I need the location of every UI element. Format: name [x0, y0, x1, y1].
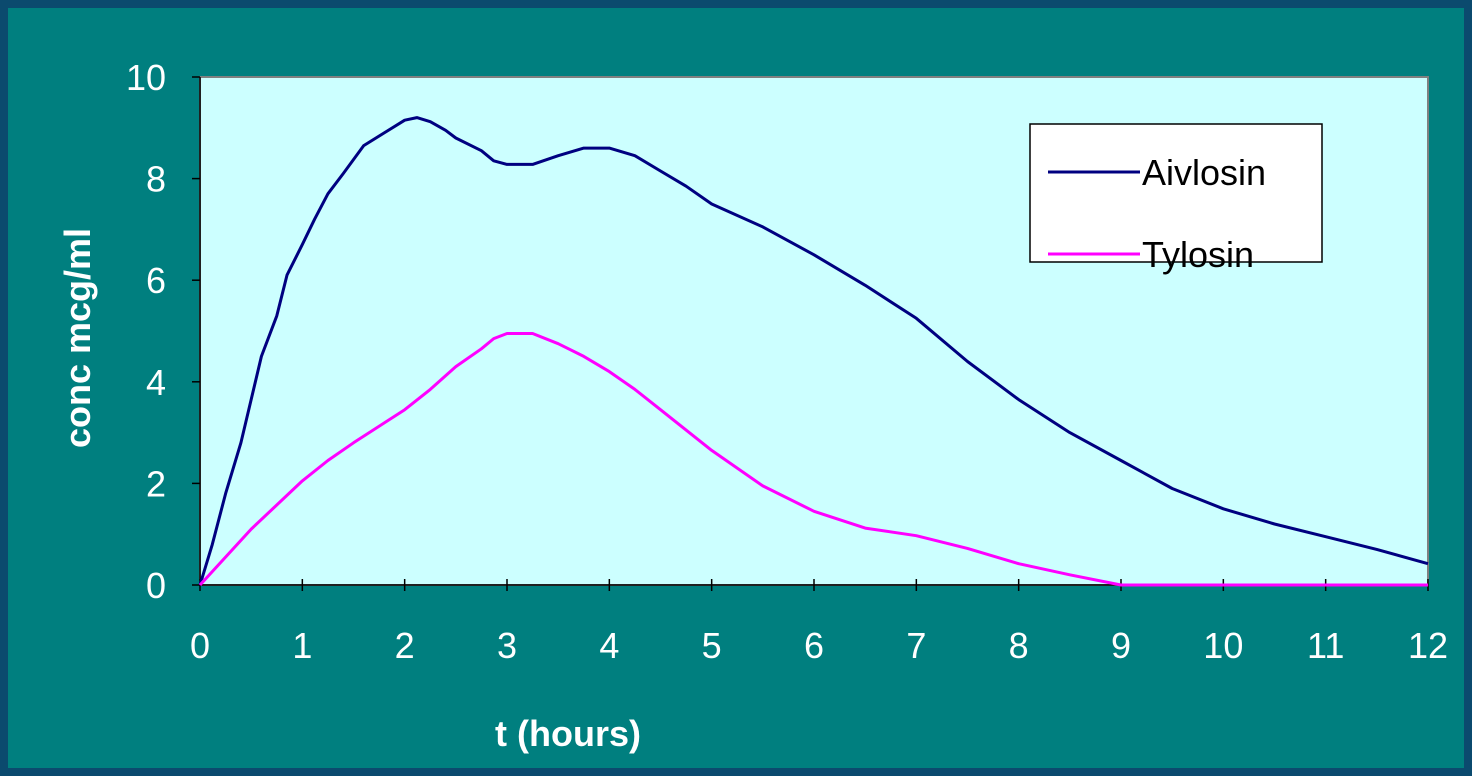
x-tick-label: 8: [1009, 625, 1029, 666]
y-tick-label: 6: [146, 260, 166, 301]
legend-label-aivlosin: Aivlosin: [1142, 152, 1266, 193]
series-line-tylosin: [198, 332, 1428, 587]
x-tick-label: 10: [1203, 625, 1243, 666]
x-tick-label: 7: [906, 625, 926, 666]
x-tick-label: 12: [1408, 625, 1448, 666]
y-tick-label: 4: [146, 362, 166, 403]
x-tick-label: 0: [190, 625, 210, 666]
x-tick-label: 5: [702, 625, 722, 666]
legend: Aivlosin Tylosin: [1029, 123, 1323, 275]
series-layer: [198, 116, 1429, 587]
series-line-aivlosin: [198, 116, 1429, 586]
x-tick-label: 4: [599, 625, 619, 666]
y-tick-label: 8: [146, 159, 166, 200]
slide-background: 0 1 2 3 4 5 6 7 8 9 10 11 12 0 2 4 6 8 10 t (hours) conc m…: [8, 8, 1464, 768]
y-tick-label: 2: [146, 463, 166, 504]
x-tick-label: 3: [497, 625, 517, 666]
x-tick-label: 9: [1111, 625, 1131, 666]
x-axis-title: t (hours): [495, 713, 641, 754]
y-tick-label: 10: [126, 57, 166, 98]
legend-label-tylosin: Tylosin: [1142, 234, 1254, 275]
x-tick-label: 6: [804, 625, 824, 666]
x-tick-label: 1: [292, 625, 312, 666]
legend-box: [1029, 123, 1323, 263]
x-tick-label: 11: [1307, 625, 1344, 666]
y-tick-label: 0: [146, 565, 166, 606]
x-tick-label: 2: [395, 625, 415, 666]
y-axis-title: conc mcg/ml: [57, 228, 98, 448]
